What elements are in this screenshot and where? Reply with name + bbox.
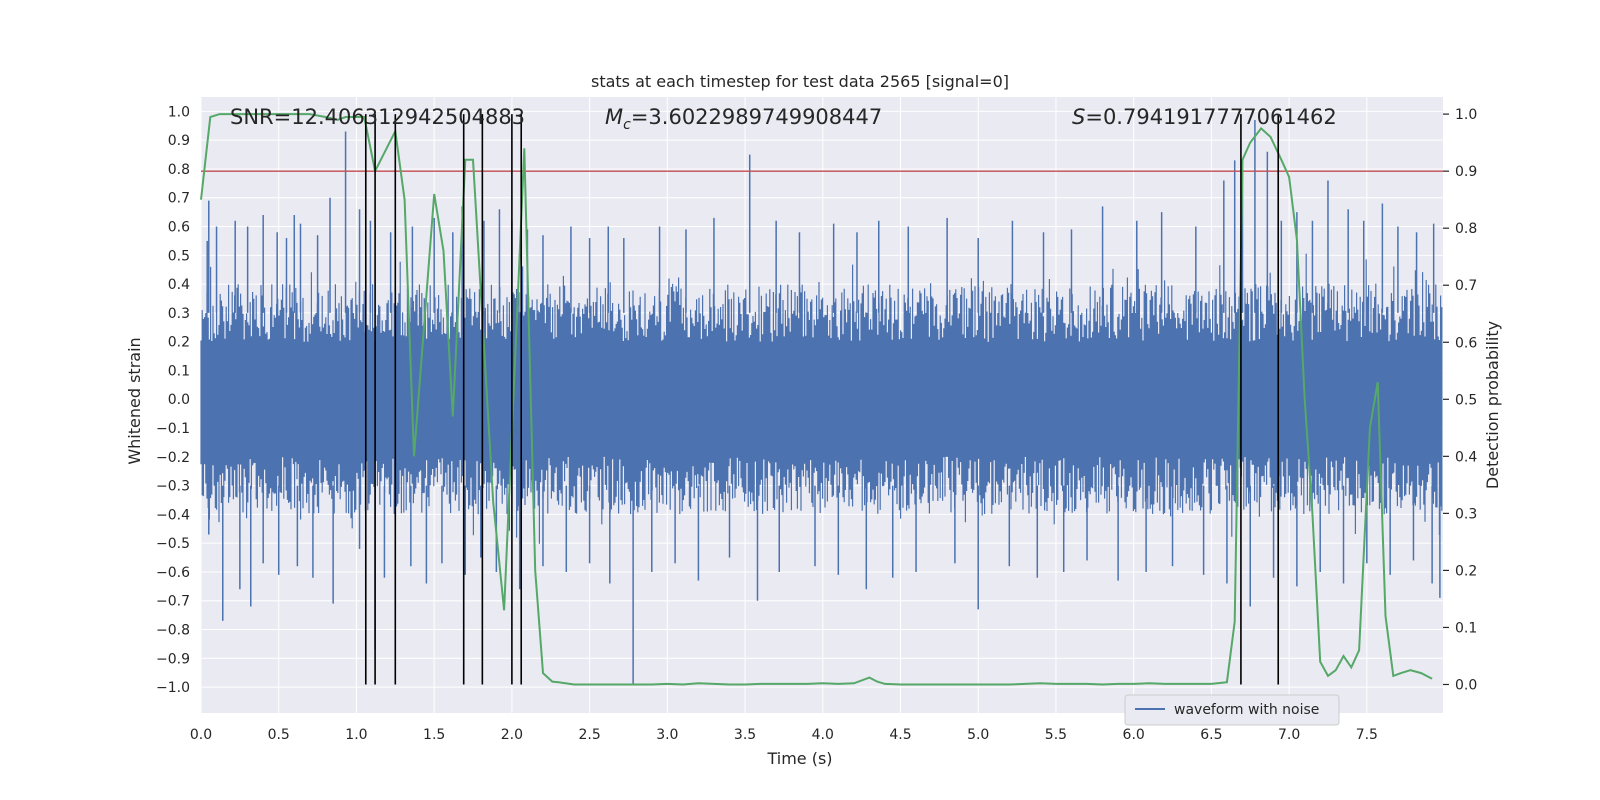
x-axis-title: Time (s) xyxy=(766,749,832,768)
x-tick-label: 5.0 xyxy=(967,727,989,743)
x-tick-label: 4.5 xyxy=(889,727,911,743)
chirp-mass-subscript: c xyxy=(623,117,631,133)
y-tick-label: 0.4 xyxy=(168,277,190,293)
y2-tick-label: 0.7 xyxy=(1455,278,1477,294)
legend-box xyxy=(1124,694,1340,726)
y-axis-title: Whitened strain xyxy=(125,337,144,464)
y2-tick-label: 0.8 xyxy=(1455,221,1477,237)
y2-tick-label: 0.5 xyxy=(1455,392,1477,408)
y-tick-label: −0.4 xyxy=(156,507,190,523)
y-tick-label: −0.9 xyxy=(156,651,190,667)
score-symbol: S xyxy=(1072,105,1085,129)
y-tick-label: 0.0 xyxy=(168,392,190,408)
y2-tick-label: 0.0 xyxy=(1455,677,1477,693)
x-tick-label: 7.5 xyxy=(1356,727,1378,743)
y-tick-label: −0.6 xyxy=(156,565,190,581)
y-tick-label: −0.2 xyxy=(156,450,190,466)
y2-axis-ticks: 1.0 0.9 0.8 0.7 0.6 0.5 0.4 0.3 0.2 0.1 0.0 xyxy=(1443,107,1477,693)
y-tick-label: 0.6 xyxy=(168,220,190,236)
chirp-mass-symbol: M xyxy=(605,105,623,129)
y-tick-label: 1.0 xyxy=(168,104,190,120)
y-tick-label: −0.8 xyxy=(156,623,190,639)
chart-title: stats at each timestep for test data 256… xyxy=(591,72,1009,91)
y2-tick-label: 0.6 xyxy=(1455,335,1477,351)
score-annotation: S=0.7941917777061462 xyxy=(1072,105,1337,129)
y2-tick-label: 0.9 xyxy=(1455,164,1477,180)
y-tick-label: −0.1 xyxy=(156,421,190,437)
score-value: =0.7941917777061462 xyxy=(1085,105,1336,129)
x-tick-label: 2.5 xyxy=(578,727,600,743)
snr-annotation: SNR=12.406312942504883 xyxy=(230,105,525,129)
y-tick-label: 0.5 xyxy=(168,248,190,264)
x-tick-label: 1.5 xyxy=(423,727,445,743)
y2-axis-title: Detection probability xyxy=(1483,321,1502,489)
x-tick-label: 3.5 xyxy=(734,727,756,743)
x-tick-label: 3.0 xyxy=(656,727,678,743)
legend: waveform with noise xyxy=(1124,694,1340,726)
chirp-mass-annotation: Mc=3.6022989749908447 xyxy=(605,105,882,133)
y2-tick-label: 0.2 xyxy=(1455,563,1477,579)
x-tick-label: 1.0 xyxy=(345,727,367,743)
y-axis-ticks: 1.0 0.9 0.8 0.7 0.6 0.5 0.4 0.3 0.2 0.1 0.0 −0.1 −0.… xyxy=(156,104,190,696)
x-tick-label: 7.0 xyxy=(1278,727,1300,743)
y-tick-label: −1.0 xyxy=(156,680,190,696)
y2-tick-label: 0.4 xyxy=(1455,449,1477,465)
x-tick-label: 6.0 xyxy=(1123,727,1145,743)
x-axis-ticks: 0.0 0.5 1.0 1.5 2.0 2.5 3.0 3.5 4.0 4.5 5.0 5.5 6.0 6… xyxy=(190,727,1378,743)
y-tick-label: −0.5 xyxy=(156,536,190,552)
probability-series xyxy=(200,113,1443,686)
vertical-markers xyxy=(364,114,1280,685)
detection-probability-line xyxy=(200,113,1433,686)
y-tick-label: 0.2 xyxy=(168,335,190,351)
y-tick-label: 0.9 xyxy=(168,133,190,149)
y-tick-label: 0.8 xyxy=(168,162,190,178)
y-tick-label: 0.3 xyxy=(168,306,190,322)
y2-tick-label: 1.0 xyxy=(1455,107,1477,123)
y-tick-label: 0.7 xyxy=(168,191,190,207)
x-tick-label: 0.0 xyxy=(190,727,212,743)
chirp-mass-value: =3.6022989749908447 xyxy=(631,105,882,129)
y-tick-label: −0.7 xyxy=(156,594,190,610)
x-tick-label: 4.0 xyxy=(812,727,834,743)
x-tick-label: 2.0 xyxy=(501,727,523,743)
x-tick-label: 6.5 xyxy=(1200,727,1222,743)
x-tick-label: 5.5 xyxy=(1045,727,1067,743)
legend-label-waveform: waveform with noise xyxy=(1174,702,1319,718)
y-tick-label: 0.1 xyxy=(168,363,190,379)
y2-tick-label: 0.3 xyxy=(1455,506,1477,522)
y2-tick-label: 0.1 xyxy=(1455,620,1477,636)
y-tick-label: −0.3 xyxy=(156,479,190,495)
x-tick-label: 0.5 xyxy=(268,727,290,743)
